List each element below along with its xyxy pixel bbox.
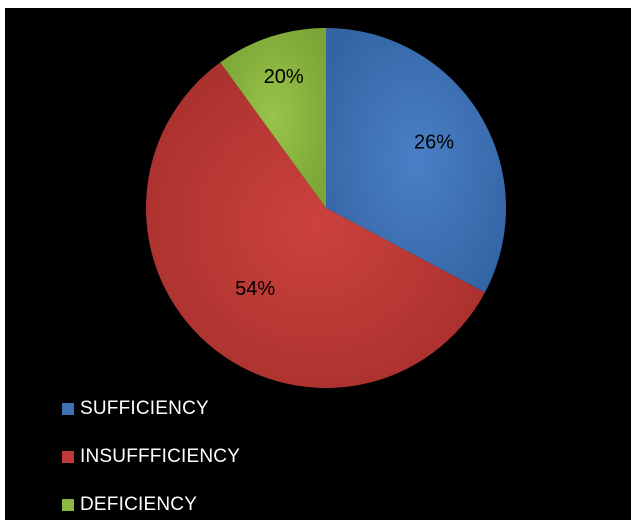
pie-chart: 26% 54% 20%: [145, 28, 506, 389]
legend-item-sufficiency: SUFFICIENCY: [62, 396, 240, 422]
legend-label: INSUFFFICIENCY: [80, 446, 241, 467]
data-label-deficiency: 20%: [264, 66, 304, 88]
legend-item-deficiency: DEFICIENCY: [62, 492, 240, 518]
pie-slice-deficiency: [220, 28, 326, 208]
legend-label: SUFFICIENCY: [80, 398, 209, 419]
legend-item-insufficiency: INSUFFFICIENCY: [62, 444, 240, 470]
data-label-insuffficiency: 54%: [235, 278, 275, 300]
legend-label: DEFICIENCY: [80, 494, 198, 515]
pie-data-labels: 26% 54% 20%: [235, 66, 454, 300]
pie-slice-insuffficiency: [145, 62, 485, 389]
data-label-sufficiency: 26%: [414, 131, 454, 153]
chart-area: 26% 54% 20% SUFFICIENCY INSUFFFICIENCY DEF…: [5, 8, 631, 520]
legend-swatch-insufficiency: [62, 451, 74, 463]
pie-slices: [145, 28, 506, 389]
legend-swatch-deficiency: [62, 499, 74, 511]
legend-swatch-sufficiency: [62, 403, 74, 415]
legend: SUFFICIENCY INSUFFFICIENCY DEFICIENCY: [62, 396, 240, 518]
pie-slice-sufficiency: [326, 28, 506, 293]
